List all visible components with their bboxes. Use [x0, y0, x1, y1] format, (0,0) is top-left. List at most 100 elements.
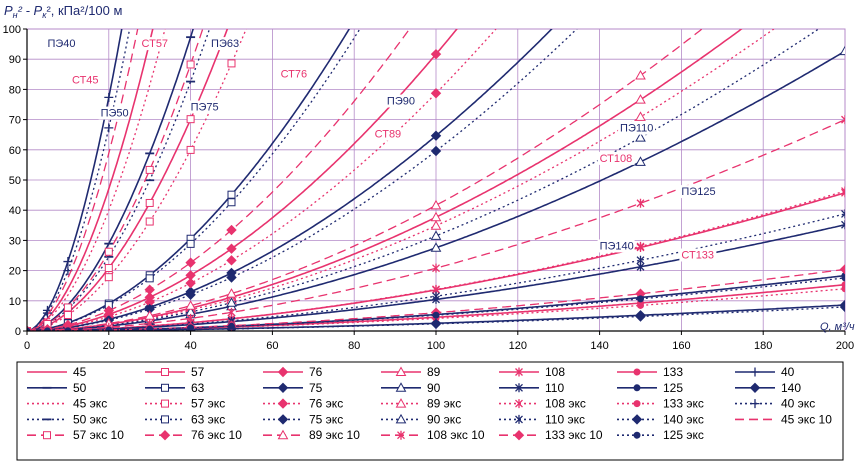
legend-item: 89 экс 10 [263, 428, 360, 442]
legend-marker [161, 399, 169, 408]
data-point [145, 217, 154, 226]
data-point [841, 220, 845, 230]
legend-item: 40 [735, 365, 795, 379]
curve-label-bg [69, 73, 101, 87]
legend-marker [159, 429, 171, 441]
legend-label: 90 [427, 381, 441, 395]
legend-item: 76 экс [263, 397, 343, 411]
legend-item: 75 [263, 381, 323, 395]
data-point [186, 115, 195, 124]
data-point [430, 242, 442, 252]
data-point [430, 130, 442, 141]
curve-label: СТ57 [142, 38, 169, 50]
data-point [185, 289, 196, 300]
legend-label: 76 экс [309, 397, 343, 411]
legend-item: 50 экс [27, 412, 107, 426]
data-point [430, 199, 442, 210]
curve-label-bg [679, 185, 717, 199]
tick-labels: 0 20 40 60 80 100 120 140 160 180 200 0 10 20 30 40 50 60… [3, 24, 855, 352]
legend-marker [397, 430, 405, 440]
legend-marker [515, 414, 523, 424]
data-point [105, 326, 113, 331]
data-point [637, 295, 644, 303]
curve-label-bg [278, 67, 309, 81]
data-point [430, 48, 442, 60]
x-tick-label: 60 [266, 340, 278, 352]
series-line [27, 29, 204, 331]
legend-item: 108 [499, 365, 565, 379]
data-point [185, 300, 196, 310]
data-point [226, 255, 237, 266]
series-line [27, 29, 497, 331]
curve-label-bg [597, 151, 635, 165]
data-point [635, 69, 646, 80]
legend-marker [749, 382, 761, 394]
legend-label: 75 [309, 381, 323, 395]
curve-label: СТ133 [681, 250, 714, 262]
legend-item: 40 экс [735, 397, 815, 411]
curve-labels: ПЭ40 СТ57 ПЭ63 СТ45 СТ76 ПЭ90 ПЭ50 ПЭ75 СТ89 ПЭ11… [45, 37, 717, 262]
legend-item: 133 экс [617, 397, 704, 411]
y-tick-label: 70 [9, 115, 21, 127]
series-line [27, 29, 361, 331]
data-point [432, 263, 440, 273]
legend-marker [277, 382, 289, 394]
data-point [227, 59, 236, 68]
data-point [186, 145, 195, 154]
data-point [63, 310, 72, 319]
data-point [63, 257, 73, 267]
legend-label: 110 экс [545, 412, 585, 426]
x-tick-label: 180 [754, 340, 772, 352]
legend-item: 90 экс [381, 412, 461, 426]
legend-label: 76 [309, 365, 323, 379]
legend-marker [750, 367, 760, 377]
legend-item: 57 [145, 365, 205, 379]
curve-label-bg [98, 106, 130, 120]
legend-marker [513, 429, 525, 441]
data-point [841, 274, 845, 282]
y-axis-label: Pн² - Pк², кПа²/100 м [4, 3, 122, 20]
legend-label: 40 [781, 365, 795, 379]
data-point [186, 60, 195, 69]
legend-item: 75 экс [263, 412, 343, 426]
series-line [27, 29, 411, 331]
legend-marker [395, 366, 407, 376]
legend-label: 140 экс [663, 412, 704, 426]
x-tick-label: 100 [427, 340, 445, 352]
legend-marker [277, 429, 289, 440]
data-point [228, 322, 235, 330]
legend-label: 45 [73, 365, 87, 379]
x-tick-label: 0 [24, 340, 30, 352]
legend-label: 45 экс 10 [781, 412, 832, 426]
curve-label: ПЭ40 [47, 38, 75, 50]
series-line [27, 29, 139, 331]
legend-item: 133 экс 10 [499, 428, 603, 442]
series-line [27, 306, 845, 331]
data-point [432, 291, 440, 301]
legend-item: 89 экс [381, 397, 461, 411]
legend-item: 140 [735, 381, 801, 395]
legend-item: 125 [617, 381, 683, 395]
series-45-экс-10 [27, 29, 139, 331]
legend-item: 57 экс 10 [27, 428, 124, 442]
legend-label: 125 [663, 381, 683, 395]
data-point [186, 239, 195, 248]
legend-item: 45 экс [27, 397, 107, 411]
data-point [430, 145, 442, 157]
legend-label: 110 [545, 381, 564, 395]
data-point [104, 123, 114, 133]
curve-label-bg [679, 248, 717, 262]
curve-label: СТ76 [281, 68, 308, 80]
data-point [103, 305, 115, 316]
legend-label: 89 экс [427, 397, 461, 411]
data-point [636, 255, 645, 265]
data-point [635, 311, 646, 322]
legend-box [16, 361, 844, 461]
legend-marker [277, 414, 289, 425]
legend-label: 140 [781, 381, 801, 395]
legend-label: 133 экс [663, 397, 704, 411]
legend-label: 45 экс [73, 397, 107, 411]
series-line [27, 29, 351, 331]
legend-item: 140 экс [617, 412, 704, 426]
y-tick-label: 100 [3, 24, 21, 36]
